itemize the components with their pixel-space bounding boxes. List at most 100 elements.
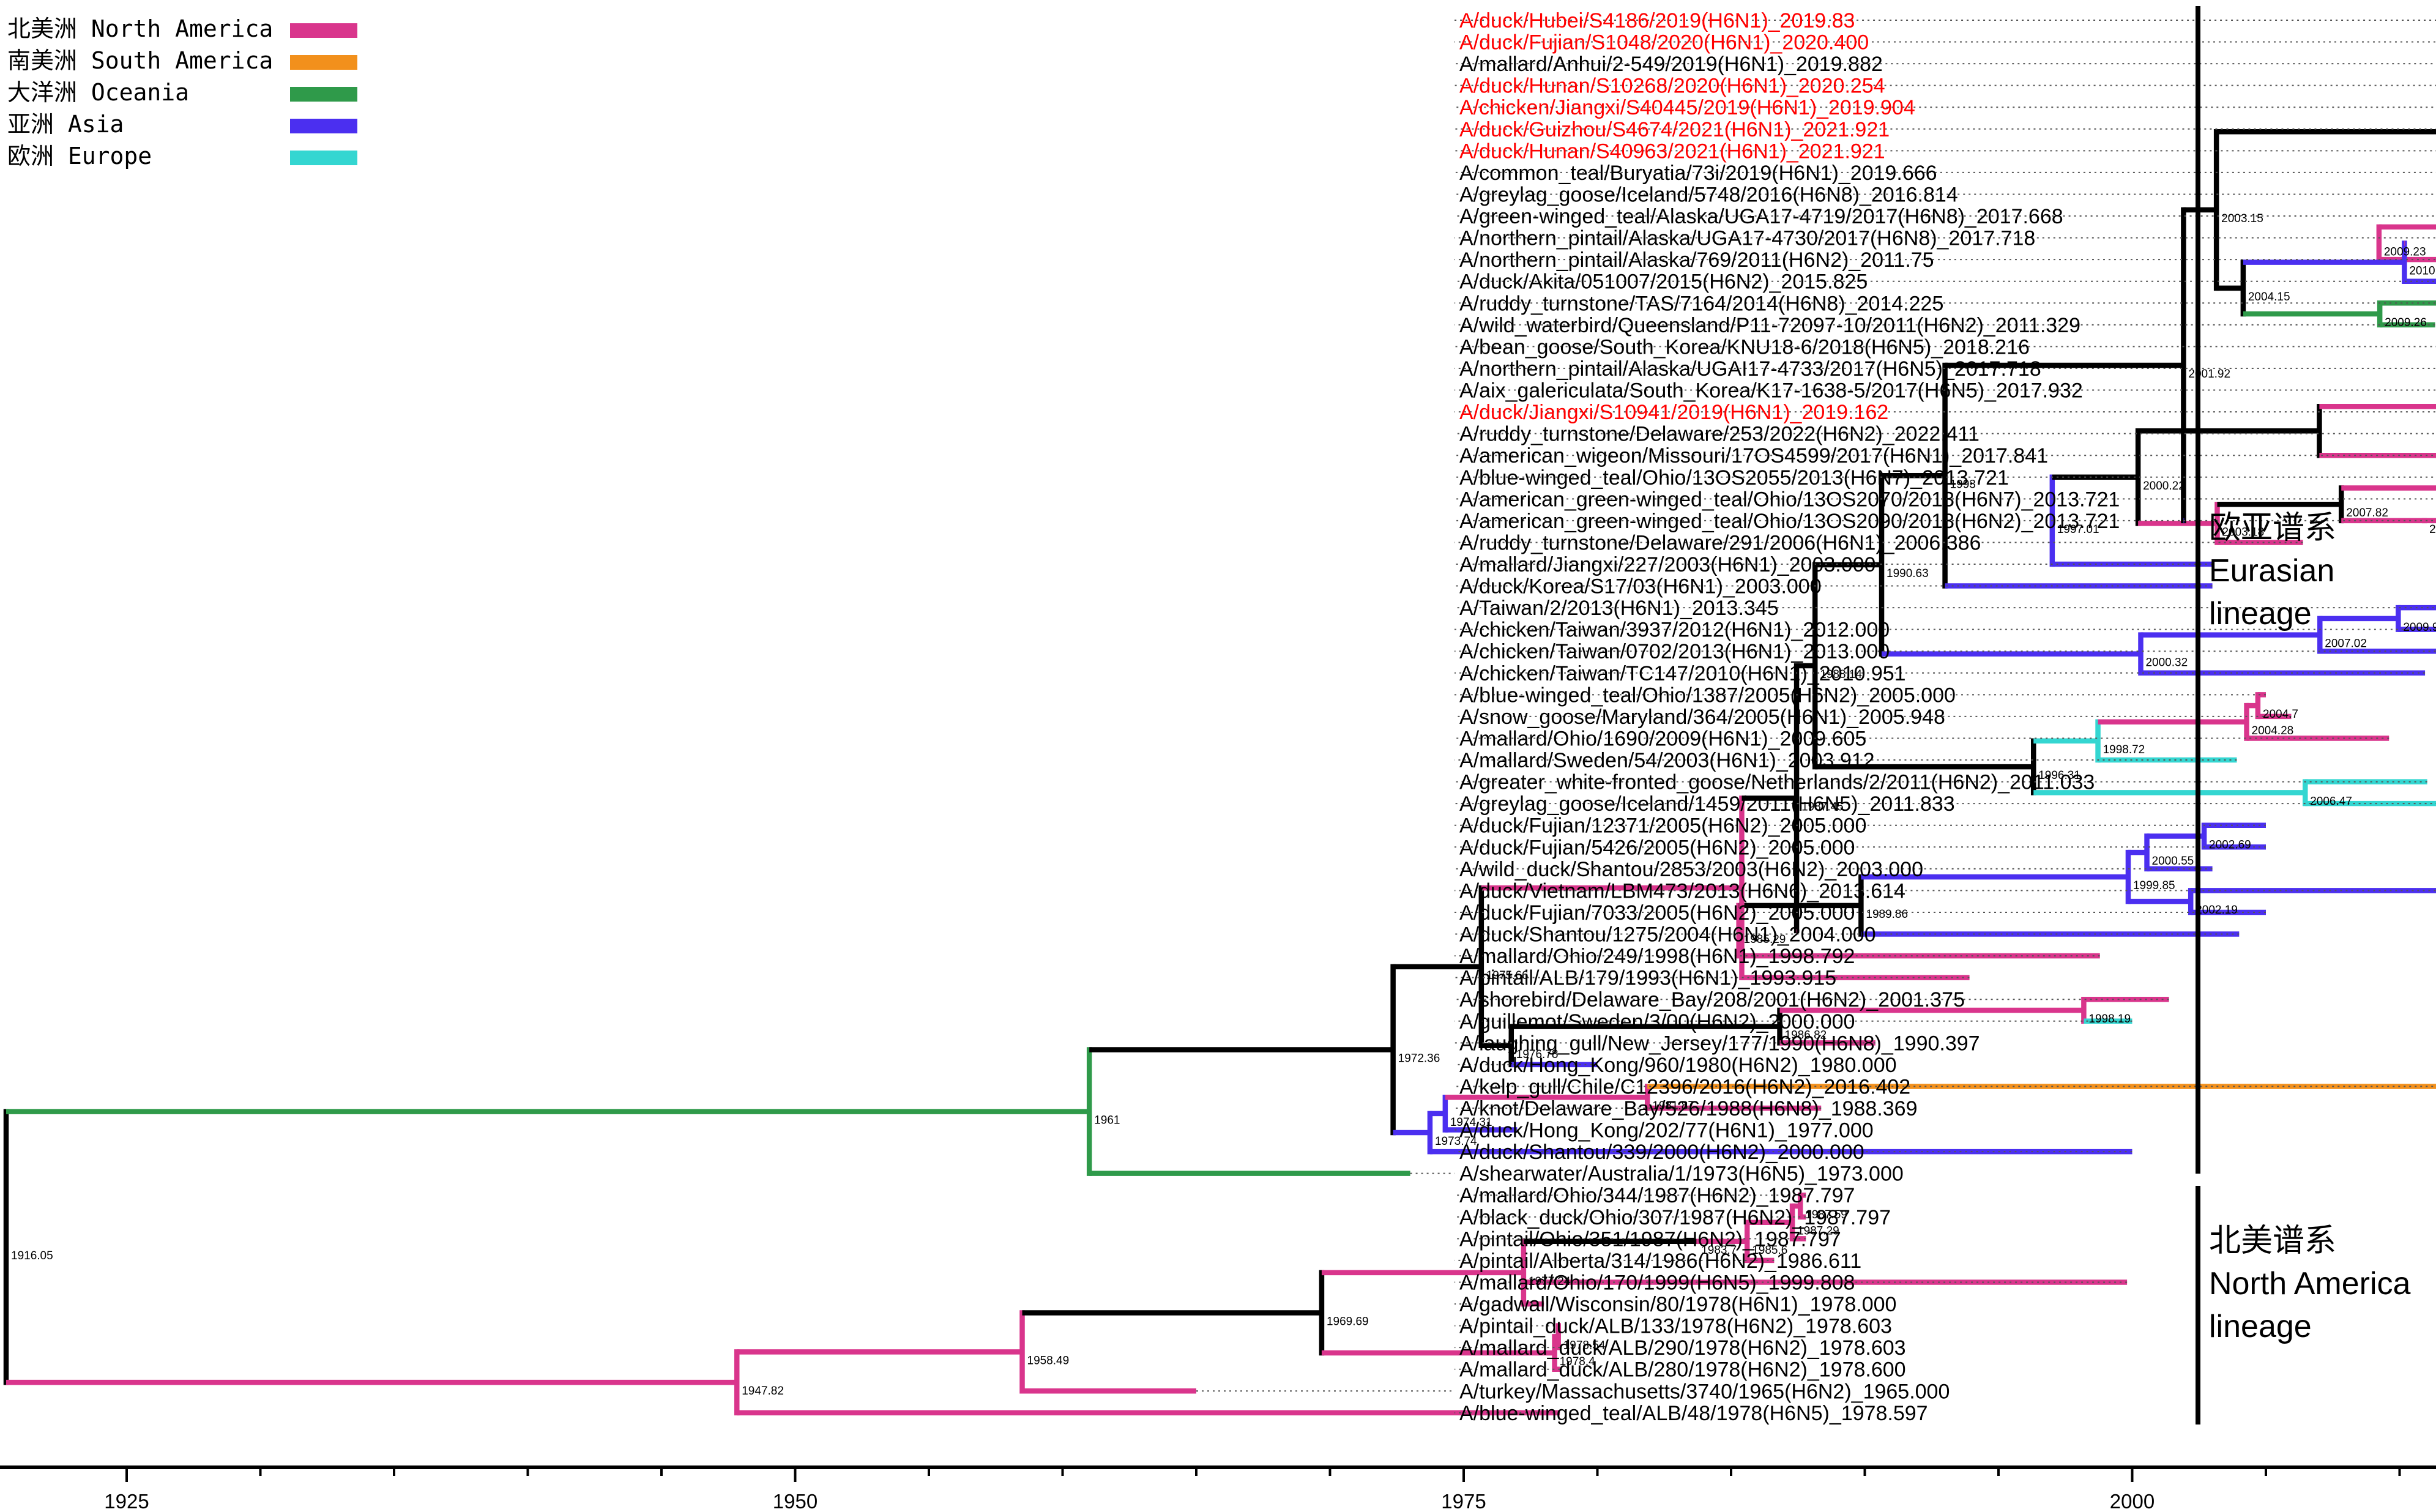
leaf-label: A/chicken/Taiwan/TC147/2010(H6N1)_2010.9…	[1459, 662, 1906, 685]
leaf-label: A/wild_duck/Shantou/2853/2003(H6N2)_2003…	[1459, 858, 1923, 881]
node-date-label: 1999.85	[2133, 879, 2175, 892]
leaf-label: A/duck/Fujian/7033/2005(H6N2)_2005.000	[1459, 901, 1855, 925]
legend-swatch	[290, 55, 357, 70]
leaf-label: A/mallard/Jiangxi/227/2003(H6N1)_2003.00…	[1459, 553, 1875, 576]
clade-label: 北美谱系	[2209, 1223, 2336, 1259]
axis-tick-label: 1925	[104, 1490, 149, 1512]
leaf-label: A/duck/Shantou/339/2000(H6N2)_2000.000	[1459, 1141, 1864, 1164]
axis-tick-label: 2000	[2110, 1490, 2155, 1512]
leaf-label: A/northern_pintail/Alaska/769/2011(H6N2)…	[1459, 248, 1934, 272]
leaf-label: A/duck/Hong_Kong/960/1980(H6N2)_1980.000	[1459, 1054, 1897, 1077]
node-date-label: 2002.19	[2196, 904, 2238, 917]
legend-label: 亚洲 Asia	[7, 111, 124, 138]
node-date-label: 1958.49	[1027, 1354, 1070, 1367]
legend-swatch	[290, 87, 357, 102]
leaf-guide-lines	[1196, 20, 2436, 1413]
leaf-label: A/chicken/Jiangxi/S40445/2019(H6N1)_2019…	[1459, 96, 1915, 119]
node-date-label: 2004.28	[2252, 724, 2294, 737]
node-date-label: 2009.95	[2403, 621, 2436, 634]
leaf-label: A/pintail/ALB/179/1993(H6N1)_1993.915	[1459, 967, 1836, 990]
node-date-label: 1977.24	[1529, 1275, 1571, 1288]
leaf-label: A/mallard/Ohio/1690/2009(H6N1)_2009.605	[1459, 727, 1866, 750]
node-date-label: 1974.31	[1450, 1116, 1492, 1129]
leaf-label: A/chicken/Taiwan/3937/2012(H6N1)_2012.00…	[1459, 619, 1890, 642]
node-date-label: 2007.82	[2346, 507, 2388, 520]
node-date-label: 1916.05	[11, 1249, 53, 1262]
leaf-label: A/american_wigeon/Missouri/17OS4599/2017…	[1459, 444, 2048, 467]
leaf-label: A/knot/Delaware_Bay/526/1988(H6N8)_1988.…	[1459, 1097, 1918, 1120]
leaf-label: A/greylag_goose/Iceland/1459/2011(H6N5)_…	[1459, 792, 1955, 816]
node-date-label: 1988.14	[1820, 668, 1862, 681]
leaf-label: A/turkey/Massachusetts/3740/1965(H6N2)_1…	[1459, 1380, 1950, 1403]
leaf-label: A/blue-winged_teal/Ohio/1387/2005(H6N2)_…	[1459, 683, 1956, 707]
node-date-label: 2004.7	[2263, 708, 2298, 721]
node-date-label: 1976.78	[1516, 1048, 1559, 1061]
leaf-label: A/duck/Hunan/S10268/2020(H6N1)_2020.254	[1459, 75, 1885, 98]
node-date-label: 1981.87	[1652, 1100, 1694, 1112]
leaf-label: A/duck/Akita/051007/2015(H6N2)_2015.825	[1459, 270, 1868, 294]
leaf-label: A/black_duck/Ohio/307/1987(H6N2)_1987.79…	[1459, 1206, 1891, 1229]
node-date-label: 1997.01	[2057, 523, 2099, 536]
node-date-label: 1998.19	[2088, 1013, 2131, 1026]
leaf-label: A/snow_goose/Maryland/364/2005(H6N1)_200…	[1459, 706, 1945, 729]
leaf-label: A/duck/Fujian/S1048/2020(H6N1)_2020.400	[1459, 31, 1869, 54]
leaf-label: A/greater_white-fronted_goose/Netherland…	[1459, 771, 2095, 794]
leaf-label: A/mallard/Anhui/2-549/2019(H6N1)_2019.88…	[1459, 53, 1883, 76]
leaf-label: A/aix_galericulata/South_Korea/K17-1638-…	[1459, 379, 2083, 403]
leaf-label: A/duck/Fujian/12371/2005(H6N2)_2005.000	[1459, 814, 1866, 838]
node-date-label: 2010.93	[2429, 523, 2436, 536]
node-date-label: 2002.69	[2209, 839, 2251, 852]
leaf-label: A/duck/Fujian/5426/2005(H6N2)_2005.000	[1459, 836, 1855, 859]
leaf-label: A/shorebird/Delaware_Bay/208/2001(H6N2)_…	[1459, 988, 1965, 1011]
leaf-label: A/shearwater/Australia/1/1973(H6N5)_1973…	[1459, 1163, 1904, 1186]
leaf-label: A/pintail/Alberta/314/1986(H6N2)_1986.61…	[1459, 1249, 1861, 1273]
legend-swatch	[290, 119, 357, 133]
node-date-label: 2003.18	[2222, 526, 2264, 538]
leaf-labels: A/duck/Hubei/S4186/2019(H6N1)_2019.83A/d…	[1459, 9, 2120, 1425]
leaf-label: A/kelp_gull/Chile/C12396/2016(H6N2)_2016…	[1459, 1075, 1910, 1098]
node-date-label: 2004.15	[2248, 291, 2290, 304]
leaf-label: A/blue-winged_teal/Ohio/13OS2055/2013(H6…	[1459, 466, 2009, 490]
leaf-label: A/gadwall/Wisconsin/80/1978(H6N1)_1978.0…	[1459, 1293, 1896, 1316]
node-date-label: 2009.26	[2385, 316, 2427, 329]
node-date-label: 2007.02	[2325, 638, 2367, 650]
node-date-label: 2006.47	[2310, 795, 2352, 808]
node-date-label: 1987.45	[1801, 801, 1844, 814]
leaf-label: A/duck/Guizhou/S4674/2021(H6N1)_2021.921	[1459, 118, 1890, 141]
node-date-label: 1978.4	[1560, 1355, 1596, 1368]
leaf-label: A/wild_waterbird/Queensland/P11-72097-10…	[1459, 314, 2080, 337]
leaf-label: A/duck/Shantou/1275/2004(H6N1)_2004.000	[1459, 923, 1876, 947]
leaf-label: A/duck/Hong_Kong/202/77(H6N1)_1977.000	[1459, 1119, 1874, 1142]
leaf-label: A/Taiwan/2/2013(H6N1)_2013.345	[1459, 597, 1779, 620]
leaf-label: A/mallard_duck/ALB/280/1978(H6N2)_1978.6…	[1459, 1358, 1906, 1382]
node-date-label: 1998.72	[2103, 743, 2145, 756]
leaf-label: A/duck/Vietnam/LBM473/2013(H6N6)_2013.61…	[1459, 879, 1905, 903]
node-date-label: 1947.82	[742, 1385, 784, 1398]
axis-tick-label: 1975	[1441, 1490, 1486, 1512]
legend-label: 大洋洲 Oceania	[7, 79, 189, 106]
clade-label: Eurasian	[2209, 553, 2334, 589]
leaf-label: A/blue-winged_teal/ALB/48/1978(H6N5)_197…	[1459, 1402, 1928, 1425]
legend-label: 欧洲 Europe	[7, 143, 152, 169]
node-date-label: 2000.32	[2145, 657, 2188, 669]
leaf-label: A/mallard/Ohio/170/1999(H6N5)_1999.808	[1459, 1271, 1855, 1294]
clade-annotations: 欧亚谱系 Eurasian lineage 北美谱系 North America line…	[2196, 6, 2411, 1424]
leaf-label: A/common_teal/Buryatia/73i/2019(H6N1)_20…	[1459, 162, 1937, 185]
time-axis: 19251950197520002025	[0, 1465, 2436, 1512]
leaf-label: A/pintail_duck/ALB/133/1978(H6N2)_1978.6…	[1459, 1315, 1892, 1338]
node-date-label: 1985.6	[1752, 1244, 1787, 1257]
leaf-label: A/greylag_goose/Iceland/5748/2016(H6N8)_…	[1459, 183, 1958, 206]
node-date-label: 1973.74	[1435, 1135, 1477, 1148]
node-date-label: 1985.29	[1744, 933, 1786, 946]
leaf-label: A/chicken/Taiwan/0702/2013(H6N1)_2013.00…	[1459, 640, 1890, 663]
node-date-label: 2001.92	[2188, 368, 2230, 381]
node-date-label: 1983.7	[1701, 1244, 1737, 1257]
leaf-label: A/northern_pintail/Alaska/UGA17-4730/201…	[1459, 227, 2035, 250]
leaf-label: A/mallard/Ohio/249/1998(H6N1)_1998.792	[1459, 945, 1855, 968]
legend-label: 南美洲 South America	[7, 47, 273, 74]
node-date-label: 1986.82	[1785, 1029, 1827, 1042]
leaf-label: A/american_green-winged_teal/Ohio/13OS20…	[1459, 488, 2120, 511]
leaf-label: A/mallard_duck/ALB/290/1978(H6N2)_1978.6…	[1459, 1336, 1906, 1360]
leaf-label: A/ruddy_turnstone/Delaware/291/2006(H6N1…	[1459, 531, 1981, 554]
